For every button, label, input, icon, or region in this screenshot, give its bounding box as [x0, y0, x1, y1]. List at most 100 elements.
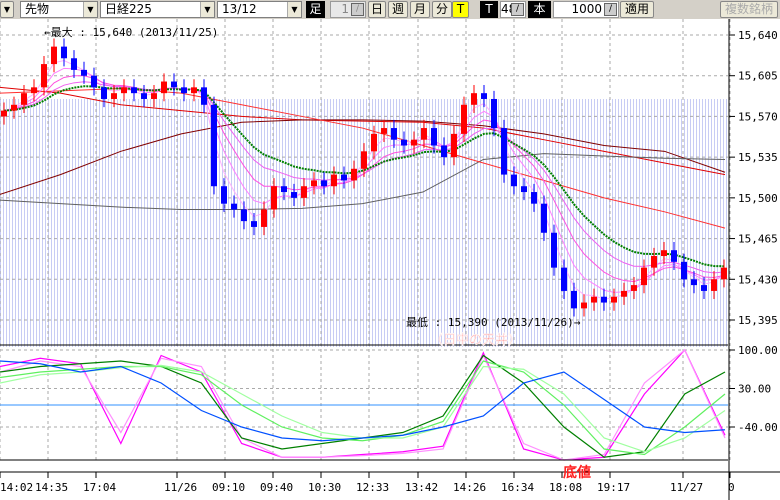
candle-body [61, 46, 67, 59]
long-ma-darkred-line [0, 119, 726, 195]
candle-body [511, 174, 517, 187]
candle-body [541, 203, 547, 233]
x-tick-label: 14:35 [35, 481, 68, 494]
t-spinner[interactable]: 48/ [500, 1, 526, 18]
candle-body [31, 87, 37, 94]
candle-body [651, 256, 657, 268]
count-value: 1000 [571, 2, 602, 16]
x-tick-label: 14:02 [0, 481, 33, 494]
candle-body [711, 279, 717, 291]
candle-body [531, 192, 537, 204]
candle-body [231, 203, 237, 210]
price-tick-label: 15,430 [738, 273, 778, 286]
candle-body [181, 87, 187, 94]
candle-body [361, 151, 367, 169]
x-tick-label: 09:40 [260, 481, 293, 494]
min-annotation: 最低 : 15,390 (2013/11/26)→ [406, 316, 581, 329]
candle-body [331, 174, 337, 187]
price-tick-label: 15,465 [738, 233, 778, 246]
candle-body [551, 232, 557, 268]
apply-button[interactable]: 適用 [620, 1, 654, 18]
x-tick-label: 09:10 [212, 481, 245, 494]
candle-body [121, 87, 127, 94]
candle-body [101, 87, 107, 99]
chevron-down-icon[interactable]: ▼ [287, 2, 301, 17]
month-button[interactable]: 月 [410, 1, 430, 18]
osc-tick-label: 30.00 [738, 383, 771, 396]
candle-body [351, 168, 357, 181]
max-annotation: ←最大 : 15,640 (2013/11/25) [44, 25, 218, 39]
x-tick-label: 12:33 [356, 481, 389, 494]
candle-body [381, 128, 387, 134]
candle-body [601, 296, 607, 303]
menu-dropdown-button[interactable]: ▼ [0, 1, 14, 18]
market-value: 先物 [25, 2, 50, 16]
t-label: T [480, 1, 498, 18]
candle-body [191, 87, 197, 94]
candle-body [411, 139, 417, 146]
candle-body [621, 290, 627, 297]
candle-body [421, 128, 427, 140]
candle-body [51, 46, 57, 65]
week-button[interactable]: 週 [388, 1, 408, 18]
candle-body [671, 250, 677, 262]
count-label: 本数 [528, 1, 551, 33]
price-tick-label: 15,500 [738, 192, 778, 205]
price-tick-label: 15,570 [738, 110, 778, 123]
candle-body [631, 285, 637, 291]
candle-body [271, 186, 277, 210]
candle-body [171, 81, 177, 88]
candle-body [451, 133, 457, 158]
candle-body [571, 290, 577, 309]
osc-tick-label: 100.00 [738, 344, 778, 357]
candle-body [401, 139, 407, 146]
chevron-down-icon[interactable]: ▼ [83, 2, 97, 17]
price-tick-label: 15,535 [738, 151, 778, 164]
candle-body [211, 104, 217, 187]
candle-body [311, 180, 317, 187]
candle-body [111, 93, 117, 99]
candle-body [321, 180, 327, 187]
candle-body [501, 128, 507, 175]
ashi-label: 足 [306, 1, 325, 18]
candle-body [591, 296, 597, 303]
candle-body [691, 279, 697, 286]
spinner-icon[interactable]: / [604, 3, 617, 16]
symbol-select[interactable]: 日経225 ▼ [100, 1, 215, 18]
x-tick-label: 19:17 [597, 481, 630, 494]
candle-body [701, 285, 707, 291]
top-note: （日中の天井） [430, 332, 521, 348]
candle-body [281, 186, 287, 193]
contract-value: 13/12 [222, 2, 257, 16]
candle-body [461, 104, 467, 134]
candle-body [481, 93, 487, 99]
candle-body [201, 87, 207, 105]
candle-body [681, 261, 687, 280]
candle-body [661, 250, 667, 257]
toolbar: ▼ 先物 ▼ 日経225 ▼ 13/12 ▼ 足 1/ 日 週 月 分 T T 48/… [0, 0, 780, 33]
minute-button[interactable]: 分 [432, 1, 452, 18]
candle-body [11, 104, 17, 111]
x-tick-label: 13:42 [405, 481, 438, 494]
pink-osc-line [0, 349, 726, 461]
day-button[interactable]: 日 [368, 1, 386, 18]
ashi-spinner[interactable]: 1/ [330, 1, 366, 18]
price-tick-label: 15,640 [738, 29, 778, 42]
candle-body [81, 69, 87, 76]
chevron-down-icon[interactable]: ▼ [200, 2, 214, 17]
candle-body [611, 296, 617, 303]
symbol-value: 日経225 [105, 2, 152, 16]
contract-select[interactable]: 13/12 ▼ [217, 1, 302, 18]
count-spinner[interactable]: 1000/ [553, 1, 619, 18]
x-tick-label: 16:34 [501, 481, 534, 494]
spinner-icon[interactable]: / [511, 3, 524, 16]
multi-symbol-button[interactable]: 複数銘柄 [720, 1, 778, 18]
market-select[interactable]: 先物 ▼ [20, 1, 98, 18]
ashi-value: 1 [341, 2, 349, 16]
candle-body [291, 192, 297, 198]
candle-body [301, 186, 307, 198]
tick-button[interactable]: T [452, 1, 469, 18]
spinner-icon[interactable]: / [351, 3, 364, 16]
long-ma-red-line [0, 86, 726, 176]
candle-body [91, 75, 97, 88]
